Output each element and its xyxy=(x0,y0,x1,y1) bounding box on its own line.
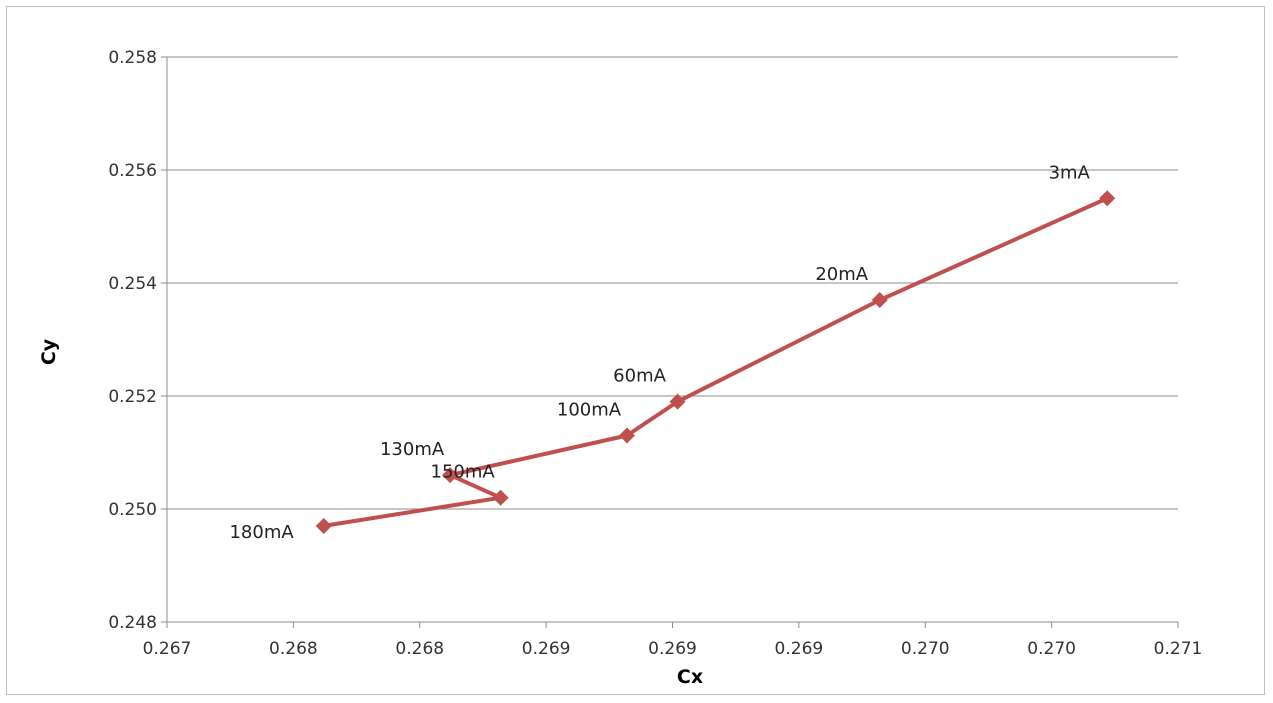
point-label: 100mA xyxy=(557,400,622,421)
data-point-marker xyxy=(619,427,636,444)
point-label: 130mA xyxy=(380,439,445,460)
series-group xyxy=(315,190,1116,534)
x-tick-label: 0.268 xyxy=(269,639,318,659)
data-point-marker xyxy=(492,489,509,506)
point-label: 20mA xyxy=(815,264,868,285)
chart-frame xyxy=(6,6,1265,695)
point-label: 150mA xyxy=(431,462,496,483)
y-axis-title: Cy xyxy=(38,338,60,365)
data-point-marker xyxy=(442,467,459,484)
x-tick-label: 0.271 xyxy=(1154,639,1203,659)
x-tick-label: 0.268 xyxy=(395,639,444,659)
x-axis-title: Cx xyxy=(677,666,703,688)
data-point-marker xyxy=(669,393,686,410)
data-point-marker xyxy=(1099,190,1116,207)
y-tick-label: 0.258 xyxy=(108,48,157,68)
point-label: 180mA xyxy=(229,522,294,543)
x-tick-label: 0.269 xyxy=(522,639,571,659)
gridlines xyxy=(167,56,1178,510)
x-tick-label: 0.269 xyxy=(775,639,824,659)
data-point-marker xyxy=(315,517,332,534)
point-label: 3mA xyxy=(1049,162,1091,183)
y-tick-label: 0.256 xyxy=(108,161,157,181)
y-tick-label: 0.248 xyxy=(108,613,157,633)
axes xyxy=(161,56,1179,628)
y-tick-label: 0.254 xyxy=(108,274,157,294)
y-tick-label: 0.250 xyxy=(108,500,157,520)
x-tick-label: 0.270 xyxy=(901,639,950,659)
y-tick-label: 0.252 xyxy=(108,387,157,407)
y-tick-labels: 0.248 0.250 0.252 0.254 0.256 0.258 xyxy=(108,48,157,633)
x-tick-label: 0.267 xyxy=(143,639,192,659)
x-tick-label: 0.270 xyxy=(1027,639,1076,659)
point-label: 60mA xyxy=(613,366,666,387)
x-tick-labels: 0.267 0.268 0.268 0.269 0.269 0.269 0.270 0.270… xyxy=(143,639,1203,659)
data-point-marker xyxy=(871,291,888,308)
x-tick-label: 0.269 xyxy=(648,639,697,659)
